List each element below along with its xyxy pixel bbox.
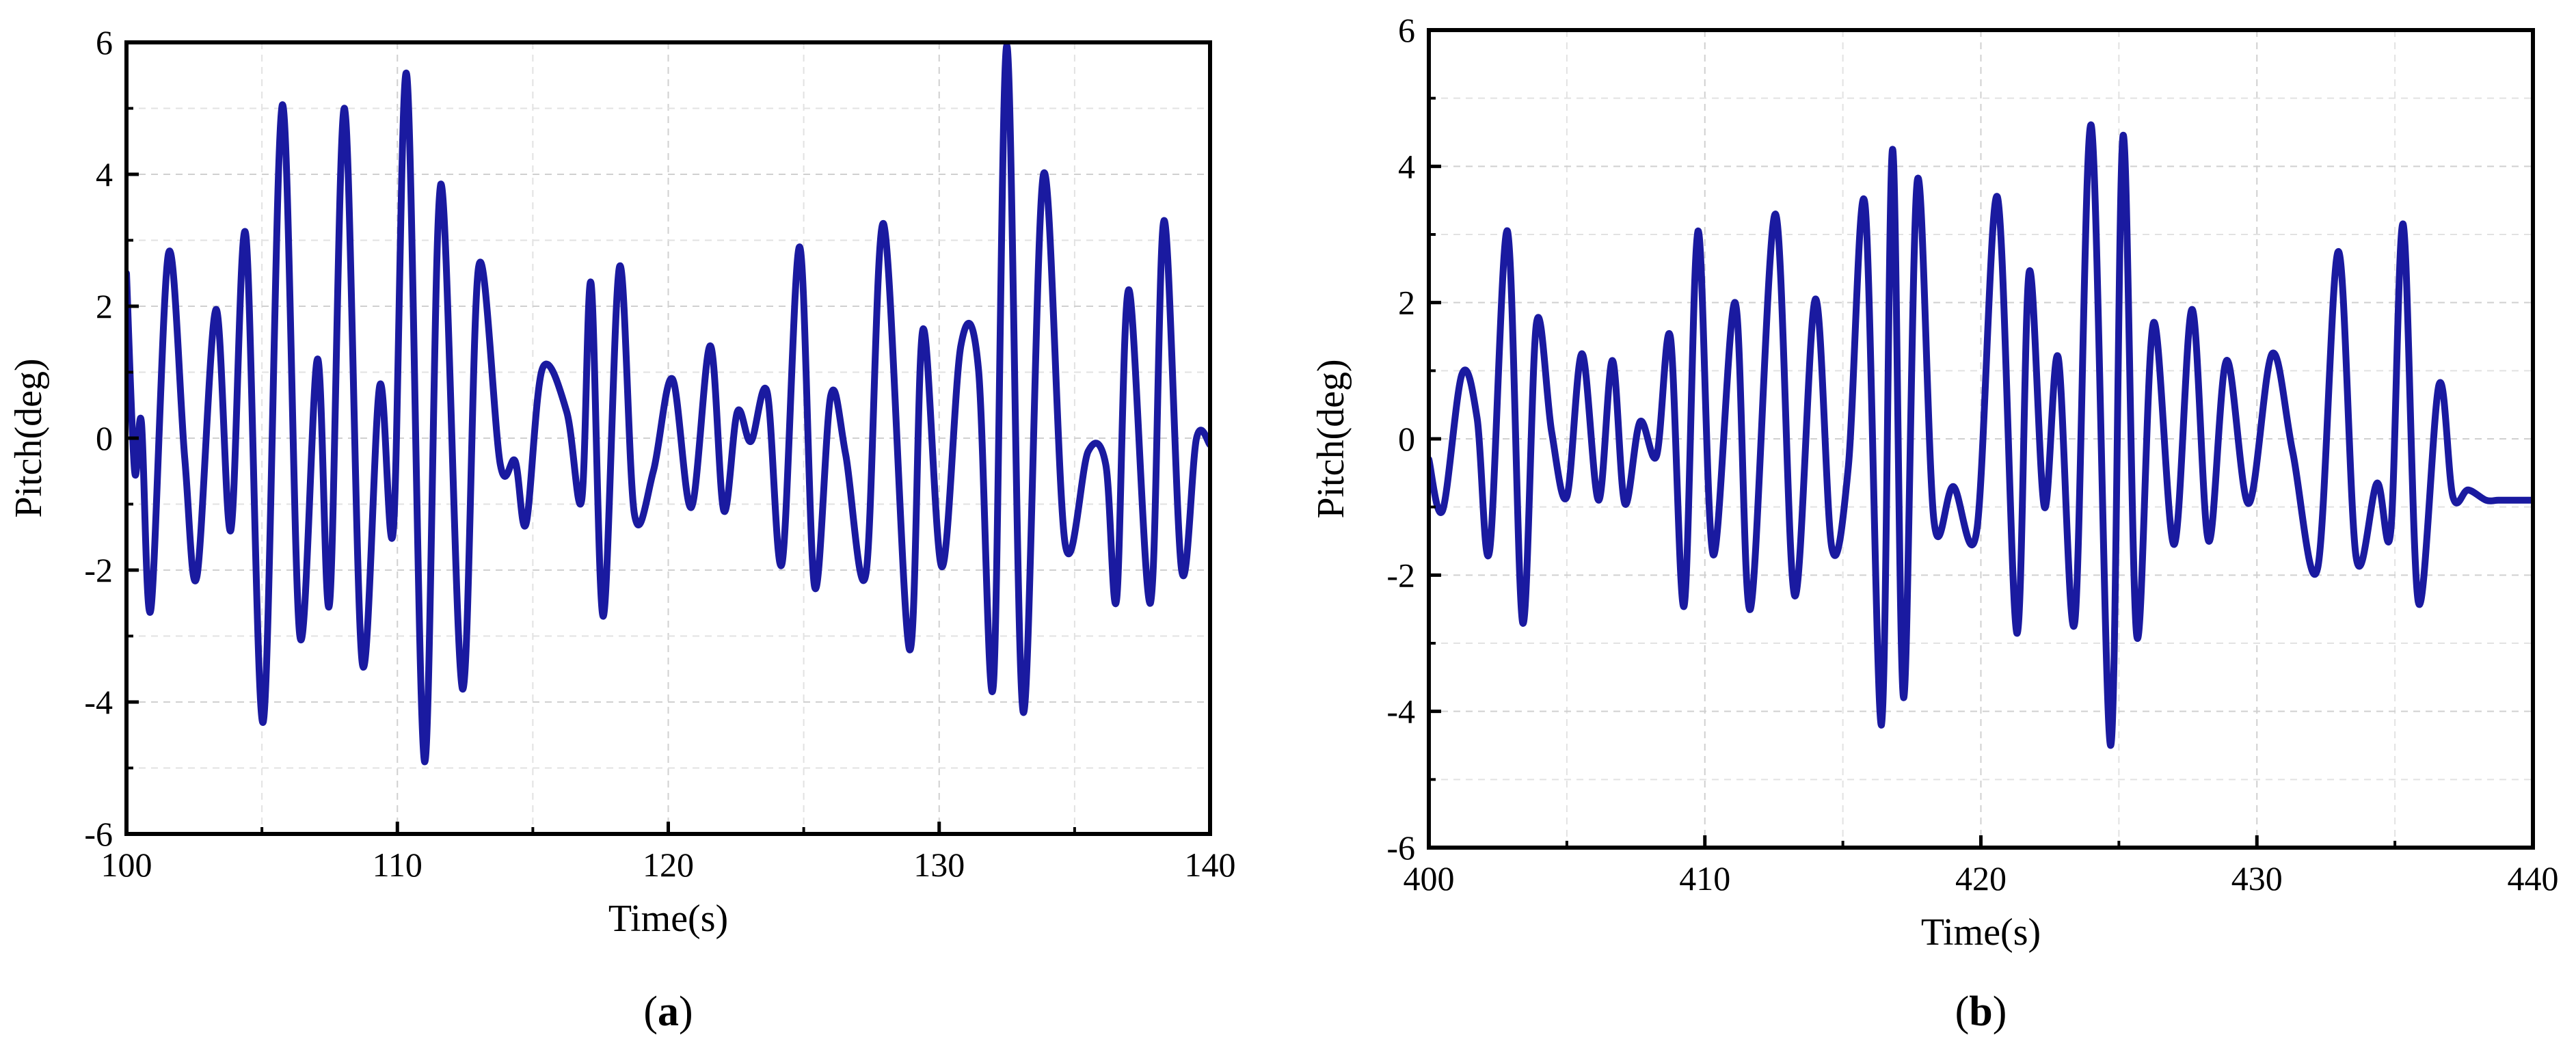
- y-tick-label: -4: [84, 683, 113, 721]
- x-tick-label: 410: [1679, 859, 1730, 898]
- x-axis-title-b: Time(s): [1921, 911, 2041, 954]
- series-layer-b: [1429, 121, 2533, 749]
- panel-label-a: (a): [643, 988, 693, 1035]
- chart-panel-a: 100 110 120 130 140 -6 -4 -2 0 2 4 6 Time(s) Pitch(…: [8, 23, 1236, 1035]
- y-tick-label: 6: [1398, 11, 1415, 49]
- y-tick-label: 2: [96, 287, 113, 325]
- x-tick-label: 140: [1185, 846, 1236, 884]
- series-layer-a: [126, 42, 1210, 765]
- y-axis-title-a: Pitch(deg): [8, 358, 50, 517]
- grid-a: [126, 42, 1210, 834]
- x-tick-label: 440: [2508, 859, 2559, 898]
- ticks-b: 400 410 420 430 440 -6 -4 -2 0 2 4 6: [1386, 11, 2558, 898]
- y-tick-label: 0: [96, 419, 113, 457]
- series-line-a: [126, 42, 1210, 765]
- series-line-b: [1429, 121, 2533, 749]
- x-tick-label: 100: [101, 846, 152, 884]
- chart-panel-b: 400 410 420 430 440 -6 -4 -2 0 2 4 6 Time(s) Pitch(…: [1310, 11, 2559, 1035]
- y-axis-title-b: Pitch(deg): [1310, 359, 1352, 518]
- y-tick-label: 4: [1398, 147, 1415, 185]
- y-tick-label: 0: [1398, 420, 1415, 458]
- y-tick-label: -4: [1386, 692, 1415, 731]
- x-axis-title-a: Time(s): [608, 898, 728, 940]
- y-tick-label: -6: [1386, 828, 1415, 867]
- y-tick-label: -2: [1386, 556, 1415, 594]
- x-tick-label: 430: [2231, 859, 2283, 898]
- panel-label-b: (b): [1955, 988, 2007, 1035]
- y-tick-label: 4: [96, 155, 113, 193]
- y-tick-label: 6: [96, 23, 113, 62]
- y-tick-label: -6: [84, 815, 113, 853]
- x-tick-label: 420: [1955, 859, 2007, 898]
- y-tick-label: 2: [1398, 284, 1415, 322]
- x-tick-label: 110: [373, 846, 422, 884]
- x-tick-label: 130: [913, 846, 965, 884]
- x-tick-label: 120: [643, 846, 694, 884]
- y-tick-label: -2: [84, 551, 113, 589]
- ticks-a: 100 110 120 130 140 -6 -4 -2 0 2 4 6: [84, 23, 1235, 884]
- x-tick-label: 400: [1404, 859, 1455, 898]
